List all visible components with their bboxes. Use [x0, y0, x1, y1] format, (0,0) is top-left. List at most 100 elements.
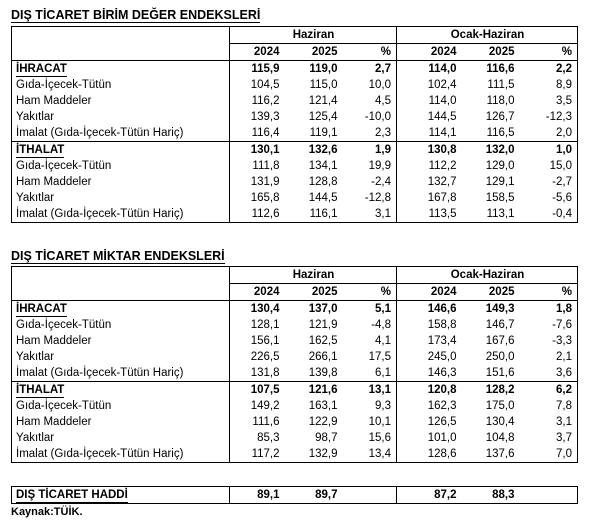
value-cell: 151,6: [485, 366, 515, 379]
value-cell: 114,0: [428, 62, 457, 75]
value-cell: 4,1: [342, 333, 397, 349]
value-cell: 15,6: [342, 430, 397, 446]
value-cell: 2,2: [519, 60, 578, 77]
value-cell: 114,0: [428, 94, 457, 107]
group-header-jan-june: Ocak-Haziran: [396, 26, 578, 44]
value-cell: -12,8: [342, 190, 397, 206]
table-row-main: İHRACAT 115,9 119,0 2,7 114,0 116,6 2,2: [11, 60, 578, 77]
row-label: İmalat (Gıda-İçecek-Tütün Hariç): [11, 206, 230, 223]
table-row-main: İTHALAT 107,5 121,6 13,1 120,8 128,2 6,2: [11, 381, 578, 398]
value-cell: 119,0: [309, 62, 338, 75]
value-cell: 113,5: [396, 206, 462, 223]
value-cell: 121,4: [308, 94, 338, 107]
quantity-title: DIŞ TİCARET MİKTAR ENDEKSLERİ: [11, 249, 225, 264]
value-cell: 111,8: [252, 159, 280, 172]
value-cell: 162,5: [308, 334, 338, 347]
value-cell: 245,0: [427, 350, 457, 363]
value-cell: 98,7: [315, 431, 338, 444]
value-cell: 130,8: [396, 141, 462, 158]
table-row: Yakıtlar 226,5 266,1 17,5 245,0 250,0 2,1: [11, 349, 578, 365]
row-label: Ham Maddeler: [11, 333, 230, 349]
value-cell: -3,3: [519, 333, 578, 349]
value-cell: 111,6: [252, 415, 280, 428]
value-cell: 128,2: [461, 381, 520, 398]
value-cell: 3,1: [342, 206, 397, 223]
row-label: Yakıtlar: [11, 190, 230, 206]
table-row: Ham Maddeler 111,6 122,9 10,1 126,5 130,4 3,1: [11, 414, 578, 430]
value-cell: 85,3: [257, 431, 280, 444]
value-cell: 128,8: [308, 175, 338, 188]
value-cell: 137,6: [461, 446, 520, 463]
terms-of-trade-row: DIŞ TİCARET HADDİ 89,1 89,7 87,2 88,3: [11, 486, 578, 504]
value-cell: 132,9: [284, 446, 343, 463]
value-cell: 146,3: [427, 366, 457, 379]
table-row: Yakıtlar 165,8 144,5 -12,8 167,8 158,5 -5,6: [11, 190, 578, 206]
table-row: Gıda-İçecek-Tütün 128,1 121,9 -4,8 158,8 146,…: [11, 317, 578, 333]
value-cell: 116,5: [486, 126, 515, 139]
value-cell: 132,7: [427, 175, 457, 188]
value-cell: 89,1: [229, 486, 285, 504]
col-header-pct: %: [519, 283, 578, 301]
value-cell: 137,0: [308, 302, 338, 315]
row-label: Gıda-İçecek-Tütün: [11, 77, 230, 93]
value-cell: 167,8: [427, 191, 457, 204]
value-cell: 116,6: [486, 62, 515, 75]
value-cell: 2,3: [342, 125, 397, 142]
value-cell: 1,0: [519, 141, 578, 158]
value-cell: 3,6: [519, 365, 578, 382]
row-label: İmalat (Gıda-İçecek-Tütün Hariç): [11, 365, 230, 382]
value-cell: 3,1: [519, 414, 578, 430]
value-cell: 266,1: [308, 350, 338, 363]
table-row: İmalat (Gıda-İçecek-Tütün Hariç) 131,8 139…: [11, 365, 578, 382]
value-cell: 112,6: [229, 206, 285, 223]
row-label: Ham Maddeler: [11, 93, 230, 109]
value-cell: -10,0: [342, 109, 397, 125]
value-cell: 19,9: [342, 158, 397, 174]
value-cell: 144,5: [427, 110, 457, 123]
table-row: İmalat (Gıda-İçecek-Tütün Hariç) 116,4 119…: [11, 125, 578, 142]
table-row: İmalat (Gıda-İçecek-Tütün Hariç) 117,2 132…: [11, 446, 578, 463]
value-cell: 113,1: [461, 206, 520, 223]
value-cell: 13,1: [342, 381, 397, 398]
value-cell: 162,3: [427, 399, 457, 412]
table-header-year-row: 2024 2025 % 2024 2025 %: [11, 283, 578, 301]
value-cell: 13,4: [342, 446, 397, 463]
value-cell: 2,1: [519, 349, 578, 365]
value-cell: 104,5: [250, 78, 280, 91]
value-cell: 122,9: [308, 415, 338, 428]
value-cell: 158,8: [427, 318, 457, 331]
value-cell: 121,9: [308, 318, 338, 331]
value-cell: 89,7: [284, 486, 343, 504]
row-label: Ham Maddeler: [11, 174, 230, 190]
value-cell: 139,8: [308, 366, 338, 379]
value-cell: 226,5: [250, 350, 280, 363]
value-cell: 17,5: [342, 349, 397, 365]
value-cell: 173,4: [427, 334, 457, 347]
value-cell: 115,0: [309, 78, 338, 91]
value-cell: 131,9: [250, 175, 280, 188]
value-cell: 116,4: [251, 126, 280, 139]
terms-of-trade-label: DIŞ TİCARET HADDİ: [11, 486, 230, 504]
table-row: Yakıtlar 85,3 98,7 15,6 101,0 104,8 3,7: [11, 430, 578, 446]
value-cell: 126,5: [427, 415, 457, 428]
row-label: Gıda-İçecek-Tütün: [11, 158, 230, 174]
table-row: Gıda-İçecek-Tütün 149,2 163,1 9,3 162,3 175,0…: [11, 398, 578, 414]
value-cell: 6,2: [519, 381, 578, 398]
value-cell: 120,8: [396, 381, 462, 398]
value-cell: 250,0: [485, 350, 515, 363]
value-cell: 117,2: [229, 446, 285, 463]
value-cell: -4,8: [342, 317, 397, 333]
quantity-table: Haziran Ocak-Haziran 2024 2025 % 2024 20…: [11, 266, 578, 463]
value-cell: 130,1: [229, 141, 285, 158]
value-cell: 130,4: [485, 415, 515, 428]
value-cell: 3,5: [519, 93, 578, 109]
row-label: Ham Maddeler: [11, 414, 230, 430]
value-cell: 144,5: [308, 191, 338, 204]
value-cell: 128,1: [250, 318, 280, 331]
row-label: İmalat (Gıda-İçecek-Tütün Hariç): [11, 446, 230, 463]
value-cell: 6,1: [342, 365, 397, 382]
value-cell: 129,0: [485, 159, 515, 172]
table-row: Ham Maddeler 131,9 128,8 -2,4 132,7 129,1 -2,7: [11, 174, 578, 190]
group-header-june: Haziran: [229, 26, 397, 44]
value-cell: 175,0: [485, 399, 515, 412]
